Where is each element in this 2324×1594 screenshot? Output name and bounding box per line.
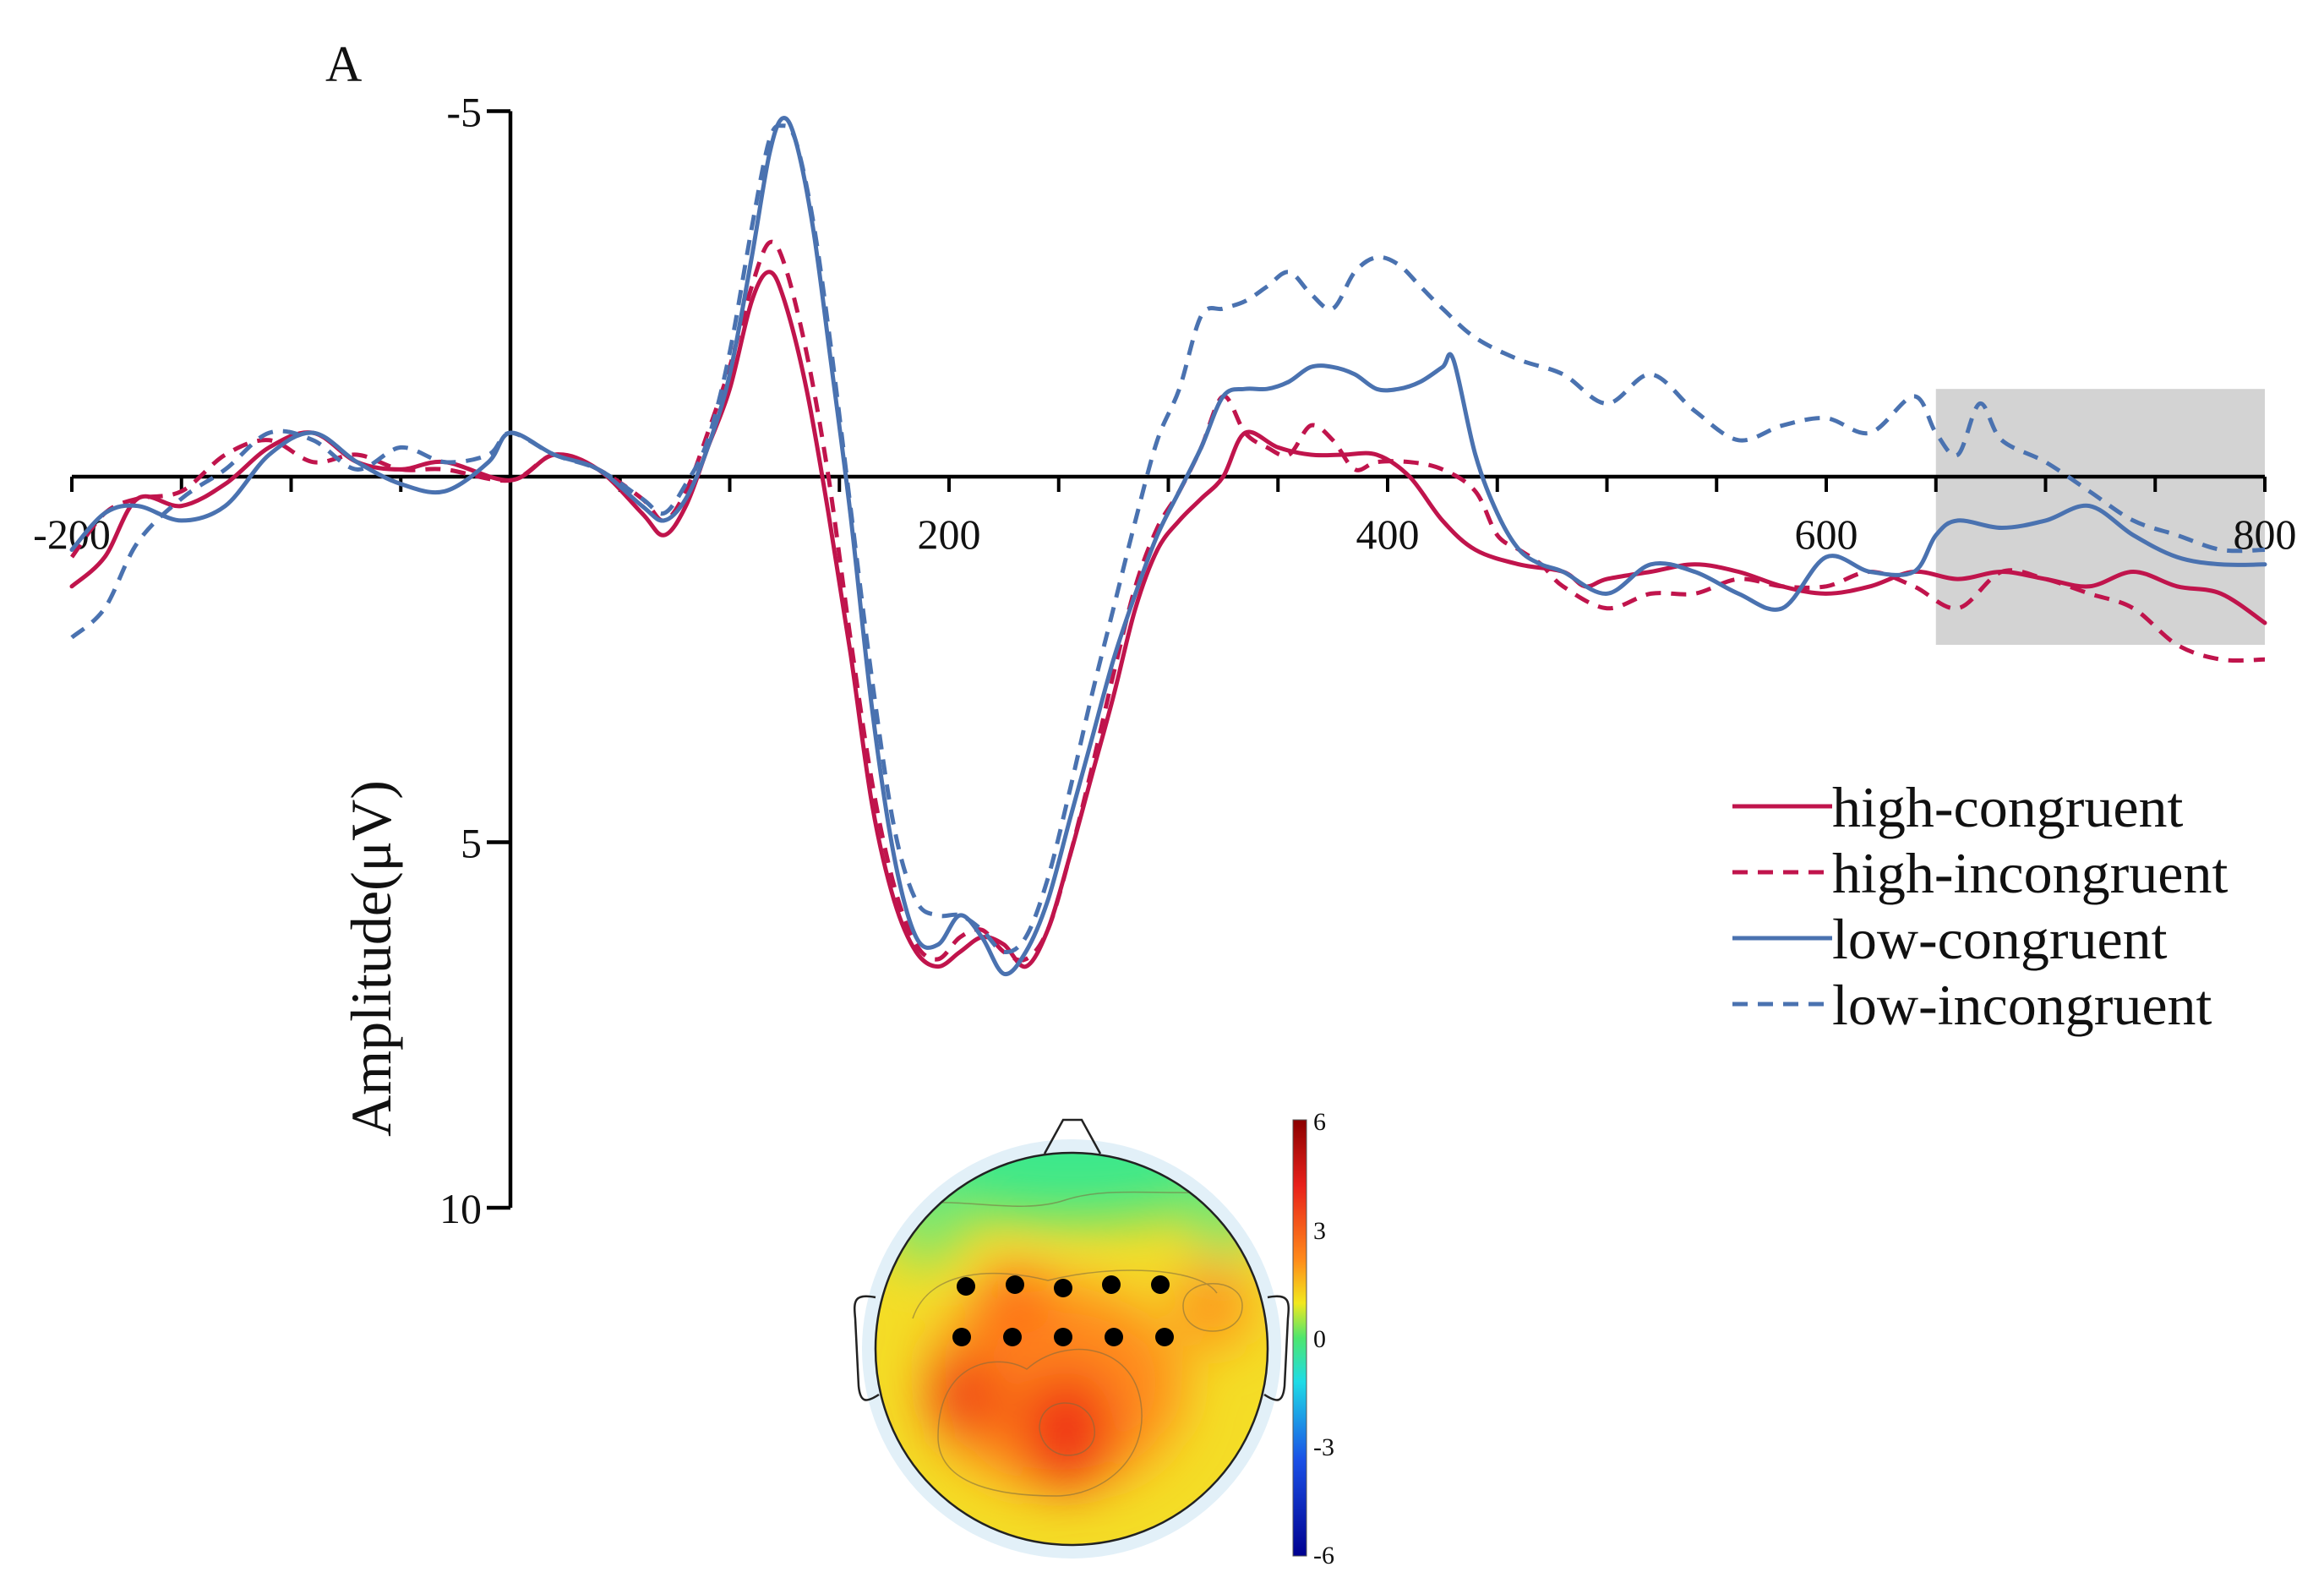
x-tick-label: 600	[1795, 510, 1858, 558]
electrode-marker	[957, 1277, 975, 1296]
x-tick-labels: -200 200 400 600 800	[33, 510, 2296, 558]
y-ticks: -5 5 10	[439, 89, 510, 1232]
colorbar-tick-label: 0	[1313, 1325, 1326, 1353]
y-tick-label: -5	[446, 89, 482, 136]
electrode-marker	[1105, 1328, 1123, 1346]
y-tick-label: 10	[439, 1185, 482, 1232]
topomap-upper-red	[980, 1268, 1048, 1335]
x-tick-label: 400	[1356, 510, 1420, 558]
x-minor-ticks	[70, 477, 2267, 492]
colorbar-tick-label: 6	[1313, 1108, 1326, 1136]
electrode-marker	[1054, 1328, 1072, 1346]
x-tick-label: 200	[918, 510, 981, 558]
colorbar-tick-label: -6	[1313, 1542, 1334, 1569]
colorbar-gradient	[1292, 1119, 1307, 1557]
topomap-nose	[1043, 1118, 1102, 1155]
colorbar-tick-label: -3	[1313, 1433, 1334, 1461]
legend: high-congruent high-incongruent low-cong…	[1732, 775, 2228, 1037]
series-group	[69, 116, 2267, 976]
contour-line	[937, 1348, 1143, 1497]
topomap-colorbar: 6 3 0 -3 -6	[1292, 1108, 1334, 1569]
topomap-left-ear	[854, 1295, 880, 1401]
topomap-head-outline	[874, 1151, 1269, 1547]
electrode-markers	[952, 1275, 1174, 1346]
y-tick-label: 5	[461, 820, 482, 867]
legend-label-high-congruent: high-congruent	[1832, 775, 2184, 839]
topomap-right-orange	[1179, 1264, 1247, 1348]
topomap-center-red	[1020, 1369, 1113, 1491]
topomap-left-red	[930, 1354, 1001, 1438]
legend-label-low-congruent: low-congruent	[1832, 907, 2168, 971]
scalp-topomap	[854, 1118, 1290, 1559]
electrode-marker	[1054, 1279, 1072, 1297]
shaded-time-window	[1935, 389, 2265, 645]
y-axis-label: Amplitude(μV)	[339, 780, 403, 1137]
electrode-marker	[1006, 1275, 1024, 1294]
electrode-marker	[1151, 1275, 1170, 1294]
colorbar-tick-label: 3	[1313, 1217, 1326, 1245]
contour-line	[912, 1269, 1218, 1319]
legend-label-low-incongruent: low-incongruent	[1832, 973, 2212, 1037]
panel-label: A	[325, 36, 362, 92]
legend-label-high-incongruent: high-incongruent	[1832, 841, 2228, 905]
electrode-marker	[1003, 1328, 1022, 1346]
contour-line	[1039, 1402, 1095, 1456]
electrode-marker	[1155, 1328, 1174, 1346]
contour-line	[1182, 1283, 1243, 1332]
topomap-right-ear	[1263, 1295, 1290, 1401]
electrode-marker	[952, 1328, 971, 1346]
topomap-frontal-green	[877, 1153, 1266, 1221]
series-line-low-incongruent	[70, 123, 2266, 955]
electrode-marker	[1102, 1275, 1121, 1294]
